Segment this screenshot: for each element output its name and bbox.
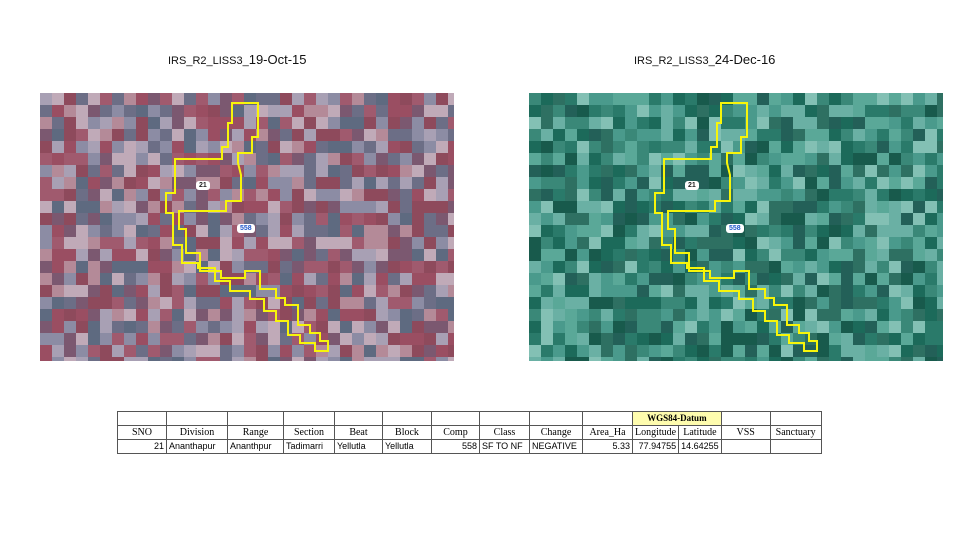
header-section: Section bbox=[283, 425, 335, 440]
header-class: Class bbox=[479, 425, 530, 440]
header-vss: VSS bbox=[720, 425, 771, 440]
table-top-row: WGS84-Datum bbox=[117, 411, 822, 426]
datum-label: WGS84-Datum bbox=[632, 411, 722, 426]
cell-latitude: 14.64255 bbox=[678, 439, 722, 454]
table-row: 21 Ananthapur Ananthpur Tadimarri Yellut… bbox=[117, 439, 822, 454]
header-sanctuary: Sanctuary bbox=[769, 425, 822, 440]
cell-division: Ananthapur bbox=[166, 439, 228, 454]
right-image-title: IRS_R2_LISS3_24-Dec-16 bbox=[634, 52, 775, 67]
header-range: Range bbox=[227, 425, 284, 440]
polygon-label-558: 558 bbox=[237, 224, 255, 233]
left-image-canvas bbox=[40, 93, 454, 361]
header-change: Change bbox=[529, 425, 583, 440]
table-header-row: SNO Division Range Section Beat Block Co… bbox=[117, 425, 822, 440]
cell-comp: 558 bbox=[431, 439, 480, 454]
cell-class: SF TO NF bbox=[479, 439, 530, 454]
header-block: Block bbox=[382, 425, 432, 440]
cell-change: NEGATIVE bbox=[529, 439, 583, 454]
header-comp: Comp bbox=[431, 425, 480, 440]
compartment-boundary bbox=[165, 102, 329, 352]
cell-sanctuary bbox=[769, 439, 822, 454]
cell-section: Tadimarri bbox=[283, 439, 335, 454]
polygon-label-558: 558 bbox=[726, 224, 744, 233]
cell-block: Yellutla bbox=[382, 439, 432, 454]
cell-sno: 21 bbox=[117, 439, 167, 454]
polygon-label-21: 21 bbox=[196, 181, 210, 190]
attribute-table: WGS84-Datum SNO Division Range Section B… bbox=[117, 411, 822, 454]
header-longitude: Longitude bbox=[631, 425, 680, 440]
header-beat: Beat bbox=[334, 425, 383, 440]
right-image-canvas bbox=[529, 93, 943, 361]
satellite-image-oct-2015: 21 558 bbox=[40, 93, 454, 361]
cell-beat: Yellutla bbox=[334, 439, 383, 454]
cell-range: Ananthpur bbox=[227, 439, 284, 454]
right-title-prefix: IRS_R2_LISS3_ bbox=[634, 55, 715, 67]
header-latitude: Latitude bbox=[678, 425, 722, 440]
header-area: Area_Ha bbox=[582, 425, 633, 440]
cell-area: 5.33 bbox=[582, 439, 633, 454]
left-title-prefix: IRS_R2_LISS3_ bbox=[168, 55, 249, 67]
left-image-title: IRS_R2_LISS3_19-Oct-15 bbox=[168, 52, 307, 67]
right-title-date: 24-Dec-16 bbox=[714, 52, 776, 67]
header-division: Division bbox=[166, 425, 228, 440]
cell-vss bbox=[720, 439, 771, 454]
left-title-date: 19-Oct-15 bbox=[248, 52, 307, 67]
cell-longitude: 77.94755 bbox=[631, 439, 680, 454]
compartment-boundary bbox=[654, 102, 818, 352]
header-sno: SNO bbox=[117, 425, 167, 440]
polygon-label-21: 21 bbox=[685, 181, 699, 190]
satellite-image-dec-2016: 21 558 bbox=[529, 93, 943, 361]
